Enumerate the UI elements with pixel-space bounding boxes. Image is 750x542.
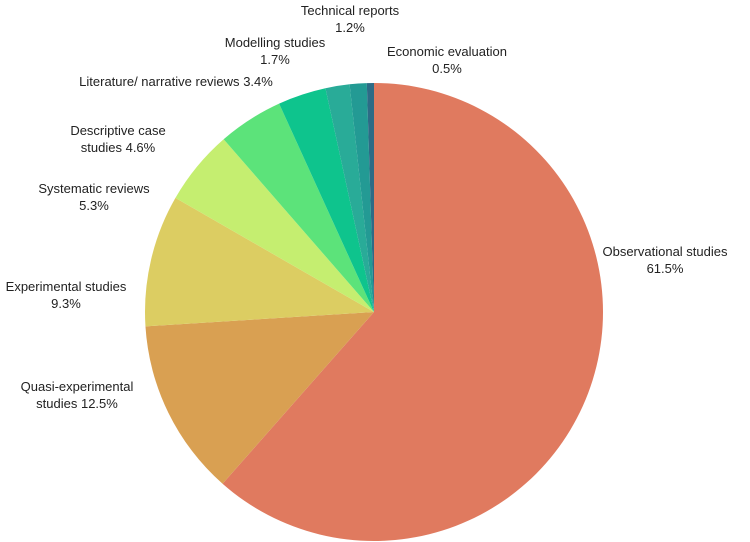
slice-label: Modelling studies 1.7% (215, 34, 335, 68)
category-name: Descriptive case studies (70, 123, 166, 155)
slice-label: Observational studies 61.5% (595, 243, 735, 277)
pie-slice (144, 197, 374, 327)
category-name: Modelling studies (224, 35, 326, 50)
slice-label: Systematic reviews 5.3% (29, 180, 159, 214)
value-label: 4.6% (125, 140, 156, 155)
category-name: Economic evaluation (387, 44, 507, 59)
value-label: 3.4% (243, 74, 273, 89)
pie-slice (145, 312, 374, 484)
category-name: Observational studies (602, 244, 728, 259)
value-label: 0.5% (432, 61, 462, 76)
slice-label: Experimental studies 9.3% (0, 278, 134, 312)
pie-slice (349, 83, 374, 312)
category-name: Technical reports (300, 3, 400, 18)
pie-slice (175, 139, 374, 312)
value-label: 12.5% (80, 396, 118, 411)
value-label: 61.5% (646, 261, 684, 276)
value-label: 1.2% (335, 20, 365, 35)
value-label: 5.3% (79, 198, 109, 213)
pie-slice (366, 83, 374, 312)
category-name: Literature/ narrative reviews (79, 74, 240, 89)
pie-slice (223, 103, 374, 313)
slice-label: Quasi-experimental studies 12.5% (15, 378, 140, 412)
pie-slice (325, 84, 374, 313)
slice-label: Technical reports 1.2% (290, 2, 410, 36)
value-label: 9.3% (51, 296, 81, 311)
pie-slice (279, 88, 374, 312)
category-name: Systematic reviews (38, 181, 150, 196)
category-name: Quasi-experimental studies (20, 379, 134, 411)
value-label: 1.7% (260, 52, 290, 67)
pie-slice (222, 83, 604, 541)
slice-label: Economic evaluation 0.5% (377, 43, 517, 77)
slice-label: Descriptive case studies 4.6% (63, 122, 173, 156)
slice-label: Literature/ narrative reviews 3.4% (76, 73, 276, 90)
category-name: Experimental studies (5, 279, 127, 294)
